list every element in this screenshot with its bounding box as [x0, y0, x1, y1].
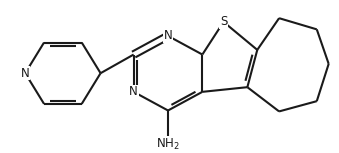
Text: N: N — [164, 29, 173, 42]
Text: S: S — [220, 15, 227, 28]
Text: N: N — [21, 67, 29, 80]
Text: NH$_2$: NH$_2$ — [156, 136, 180, 152]
Text: N: N — [129, 85, 138, 98]
